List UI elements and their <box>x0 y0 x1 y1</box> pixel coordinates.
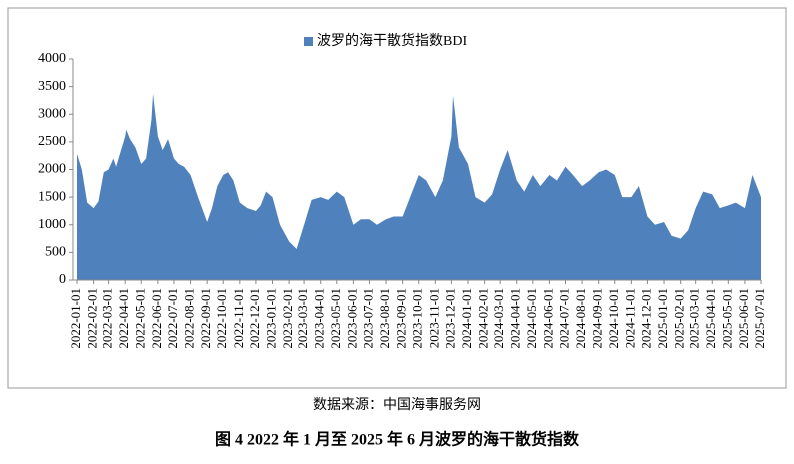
x-tick-label: 2023-12-01 <box>442 288 457 349</box>
x-tick-label: 2022-07-01 <box>165 288 180 349</box>
x-tick-label: 2024-10-01 <box>606 288 621 349</box>
x-tick-label: 2025-05-01 <box>719 288 734 349</box>
x-tick-label: 2022-05-01 <box>132 288 147 349</box>
x-tick-label: 2024-06-01 <box>540 288 555 349</box>
x-tick-label: 2023-01-01 <box>263 288 278 349</box>
x-tick-label: 2022-12-01 <box>247 288 262 349</box>
x-tick-label: 2022-01-01 <box>68 288 83 349</box>
x-tick-label: 2025-07-01 <box>752 288 767 349</box>
x-tick-label: 2024-04-01 <box>508 288 523 349</box>
x-tick-label: 2024-01-01 <box>459 288 474 349</box>
x-tick-label: 2022-06-01 <box>149 288 164 349</box>
x-tick-label: 2022-09-01 <box>198 288 213 349</box>
chart-title: 图 4 2022 年 1 月至 2025 年 6 月波罗的海干散货指数 <box>215 430 580 449</box>
x-tick-label: 2024-11-01 <box>622 288 637 348</box>
x-tick-label: 2025-03-01 <box>687 288 702 349</box>
x-tick-label: 2023-09-01 <box>394 288 409 349</box>
y-tick-label: 4000 <box>38 51 66 66</box>
y-tick-label: 3000 <box>38 106 66 121</box>
x-tick-label: 2022-02-01 <box>85 288 100 349</box>
y-tick-label: 2500 <box>38 134 66 149</box>
chart-border <box>7 7 787 389</box>
x-tick-label: 2022-04-01 <box>116 288 131 349</box>
y-tick-label: 1500 <box>38 189 66 204</box>
y-tick-label: 500 <box>45 245 66 260</box>
x-tick-label: 2024-02-01 <box>476 288 491 349</box>
x-tick-label: 2024-03-01 <box>491 288 506 349</box>
area <box>77 93 761 281</box>
x-tick-label: 2024-07-01 <box>556 288 571 349</box>
legend-label: 波罗的海干散货指数BDI <box>317 32 467 49</box>
x-tick-label: 2025-06-01 <box>736 288 751 349</box>
x-tick-label: 2023-02-01 <box>280 288 295 349</box>
x-tick-label: 2023-11-01 <box>426 288 441 348</box>
x-tick-label: 2023-07-01 <box>360 288 375 349</box>
x-tick-label: 2023-03-01 <box>295 288 310 349</box>
x-tick-label: 2023-04-01 <box>312 288 327 349</box>
x-tick-label: 2024-12-01 <box>638 288 653 349</box>
x-tick-label: 2025-04-01 <box>703 288 718 349</box>
x-tick-label: 2022-03-01 <box>100 288 115 349</box>
y-tick-label: 3500 <box>38 79 66 94</box>
y-tick-label: 2000 <box>38 162 66 177</box>
x-tick-label: 2024-05-01 <box>524 288 539 349</box>
x-tick-label: 2023-08-01 <box>377 288 392 349</box>
y-tick-label: 0 <box>59 272 66 287</box>
x-tick-label: 2022-08-01 <box>182 288 197 349</box>
legend-swatch <box>304 37 313 46</box>
x-tick-label: 2025-02-01 <box>672 288 687 349</box>
x-tick-label: 2023-06-01 <box>344 288 359 349</box>
x-tick-label: 2022-10-01 <box>214 288 229 349</box>
y-tick-label: 1000 <box>38 217 66 232</box>
x-tick-label: 2023-05-01 <box>328 288 343 349</box>
x-tick-label: 2023-10-01 <box>410 288 425 349</box>
source-note: 数据来源：中国海事服务网 <box>313 397 481 413</box>
x-tick-label: 2025-01-01 <box>655 288 670 349</box>
x-tick-label: 2024-08-01 <box>573 288 588 349</box>
x-tick-label: 2024-09-01 <box>590 288 605 349</box>
x-tick-label: 2022-11-01 <box>231 288 246 348</box>
